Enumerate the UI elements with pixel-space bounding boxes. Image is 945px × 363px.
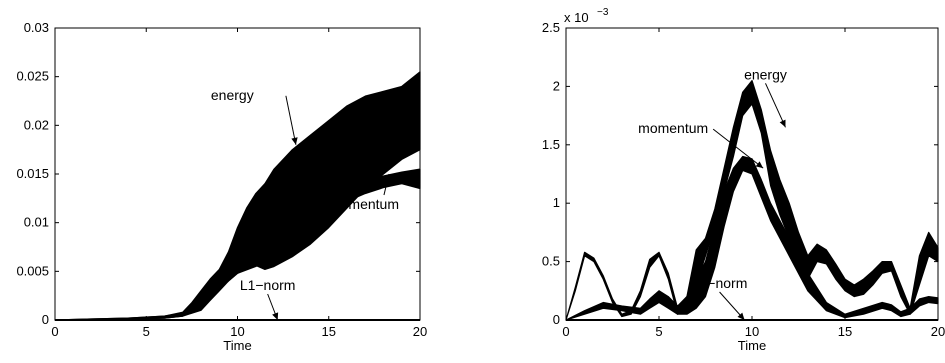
annotation-momentum: momentum xyxy=(329,196,399,212)
right-chart: 0 5 10 15 20 0 0.5 1 1.5 2 2.5 Time x 10 −3 energy mome… xyxy=(542,7,945,353)
series-momentum-band xyxy=(54,168,421,321)
series-energy-band xyxy=(565,80,939,321)
left-chart: 0 5 10 15 20 0 0.005 0.01 0.015 0.02 0.025 0.03 Time… xyxy=(16,20,427,353)
x-tick-label: 0 xyxy=(51,324,58,339)
annotation-arrow-line xyxy=(285,95,297,145)
y-exponent-power: −3 xyxy=(597,7,609,18)
x-tick-label: 20 xyxy=(413,324,427,339)
x-tick-label: 0 xyxy=(562,324,569,339)
annotation-arrow-head xyxy=(272,312,279,320)
x-axis-label: Time xyxy=(738,338,766,353)
annotation-arrow-line xyxy=(712,128,764,169)
y-tick-label: 0.5 xyxy=(542,254,560,269)
annotation-momentum: momentum xyxy=(638,120,708,136)
annotation-l1-norm: L1−norm xyxy=(692,275,748,291)
y-tick-label: 0 xyxy=(553,312,560,327)
annotation-arrow-head xyxy=(779,119,786,128)
y-tick-label: 1 xyxy=(553,195,560,210)
annotation-arrow-head xyxy=(755,161,764,169)
annotation-energy: energy xyxy=(211,87,254,103)
y-tick-label: 0.025 xyxy=(16,69,49,84)
y-tick-label: 0.015 xyxy=(16,166,49,181)
annotation-arrow-line xyxy=(765,83,786,128)
y-tick-label: 2 xyxy=(553,78,560,93)
series-momentum-band xyxy=(565,155,939,321)
y-tick-label: 0 xyxy=(42,312,49,327)
y-tick-label: 0.01 xyxy=(24,215,49,230)
annotation-l1-norm: L1−norm xyxy=(240,277,296,293)
x-tick-label: 5 xyxy=(143,324,150,339)
x-tick-label: 5 xyxy=(655,324,662,339)
x-tick-label: 10 xyxy=(230,324,244,339)
annotation-arrow-head xyxy=(291,137,298,145)
y-tick-label: 0.02 xyxy=(24,117,49,132)
x-tick-label: 20 xyxy=(931,324,945,339)
annotation-arrow-head xyxy=(384,174,391,182)
annotation-energy: energy xyxy=(744,66,787,82)
y-tick-label: 0.005 xyxy=(16,263,49,278)
annotation-arrow-head xyxy=(737,312,745,320)
x-tick-label: 15 xyxy=(838,324,852,339)
y-tick-label: 0.03 xyxy=(24,20,49,35)
y-tick-label: 2.5 xyxy=(542,20,560,35)
y-tick-label: 1.5 xyxy=(542,137,560,152)
y-exponent-label: x 10 xyxy=(564,10,589,25)
x-tick-label: 10 xyxy=(745,324,759,339)
x-tick-label: 15 xyxy=(322,324,336,339)
x-axis-label: Time xyxy=(223,338,251,353)
